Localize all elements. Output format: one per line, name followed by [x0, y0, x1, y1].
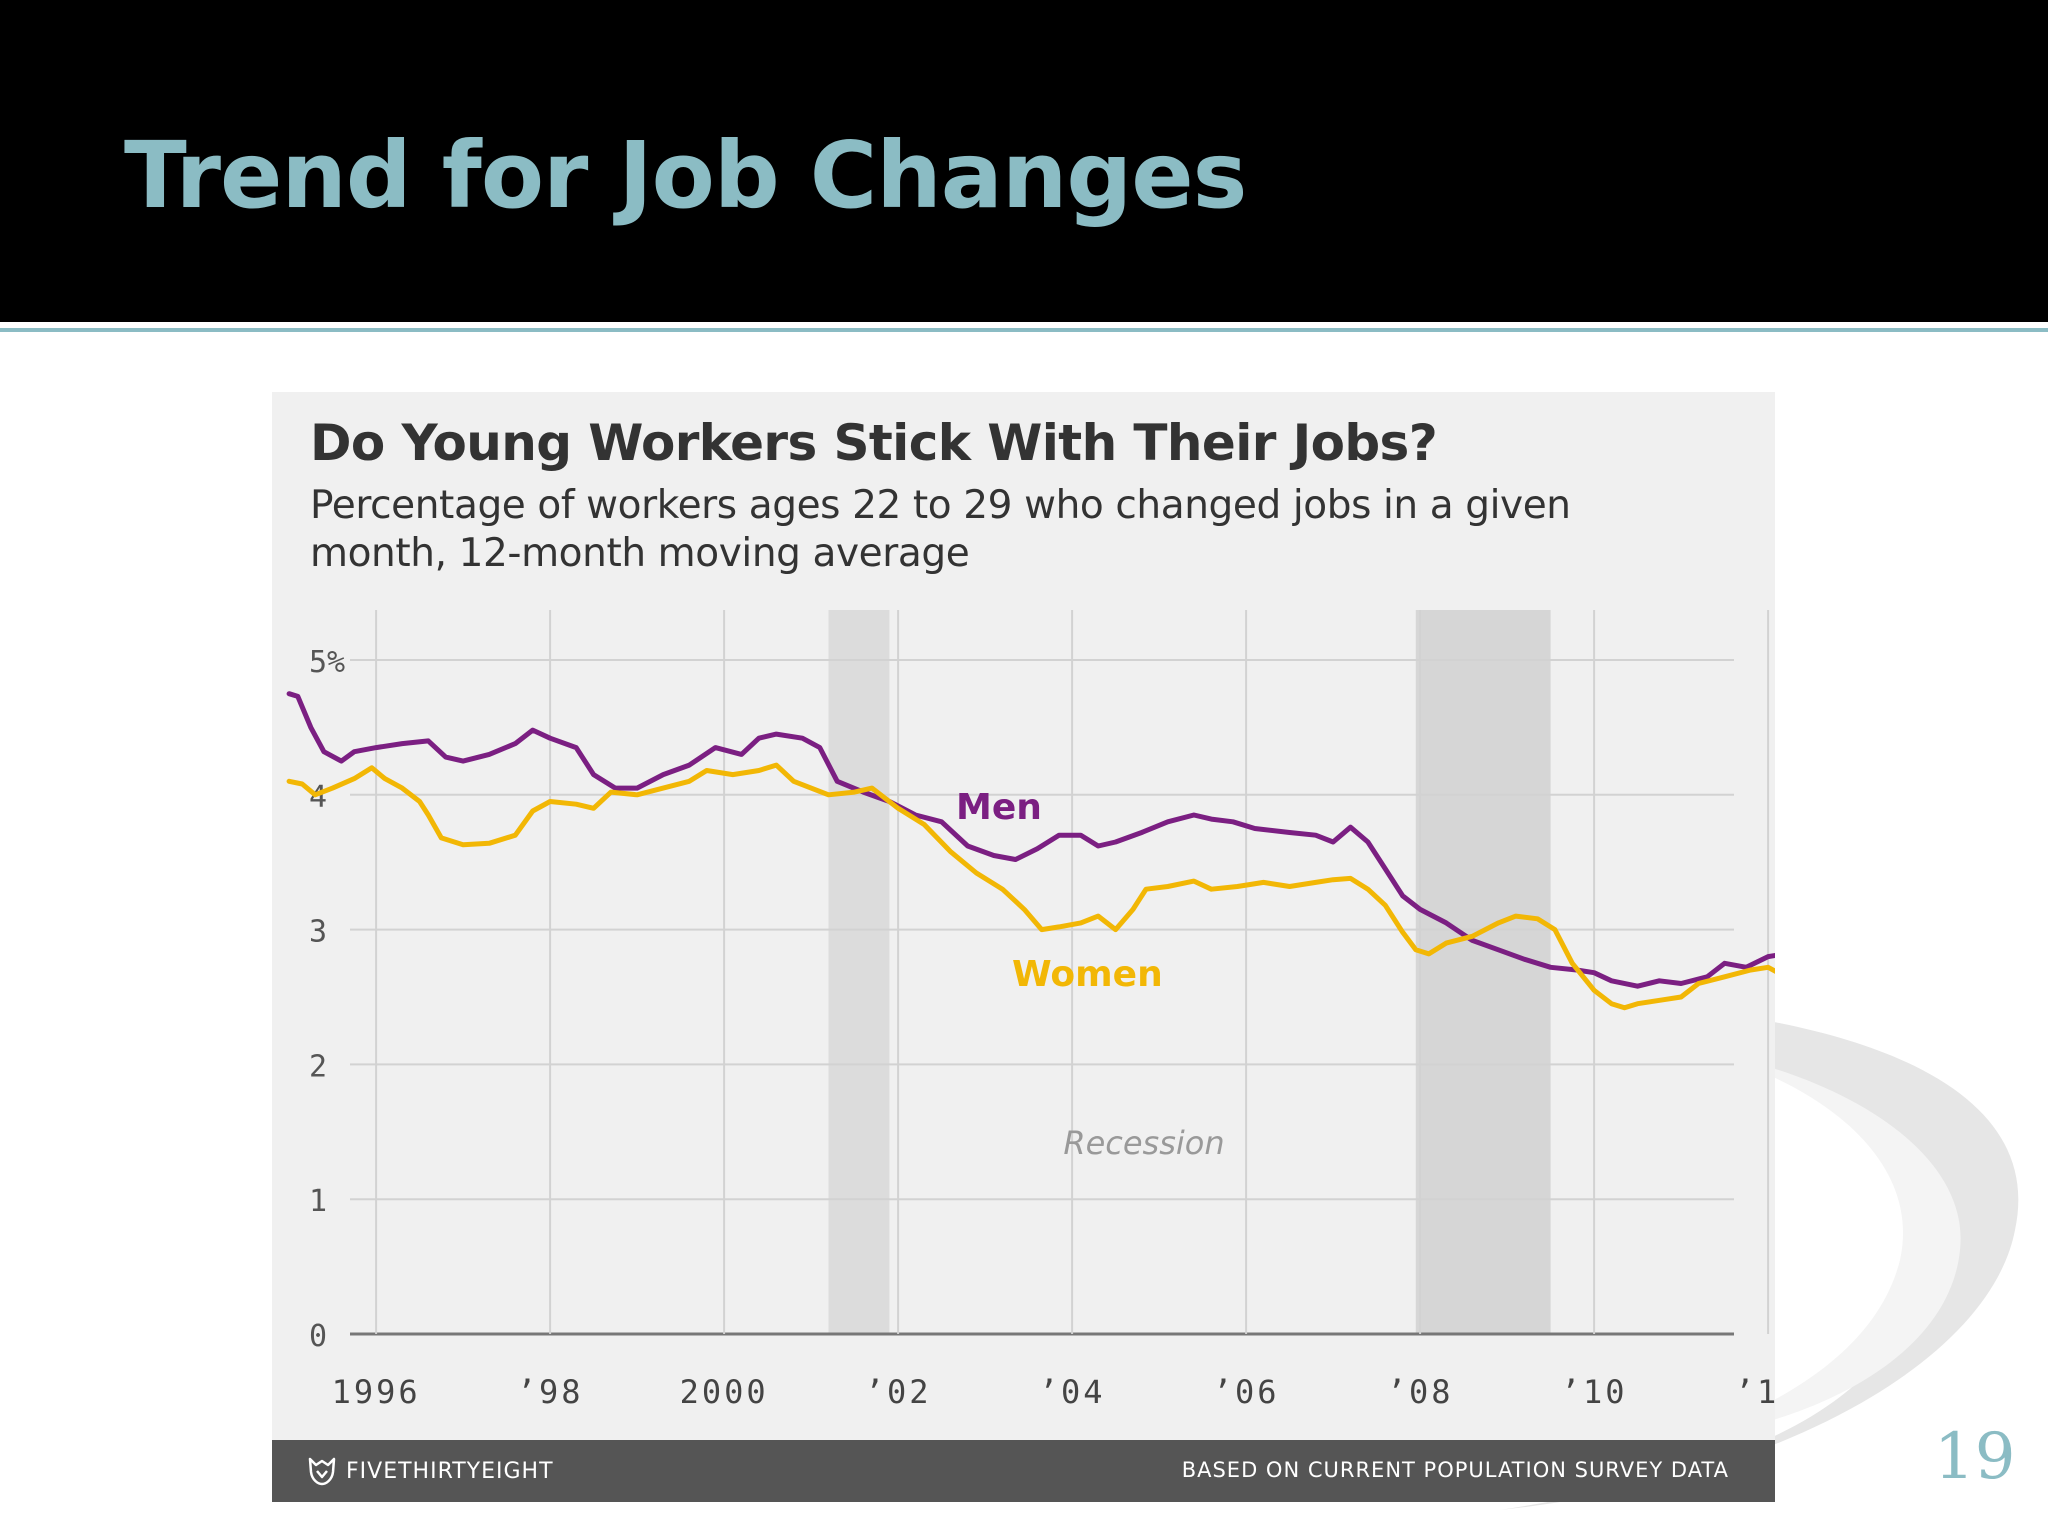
series-line-men	[286, 691, 1775, 989]
brand-name: FIVETHIRTYEIGHT	[346, 1458, 554, 1484]
header-divider	[0, 328, 2048, 332]
recession-band	[1415, 610, 1551, 1334]
fivethirtyeight-fox-icon	[308, 1457, 336, 1486]
source-note: BASED ON CURRENT POPULATION SURVEY DATA	[1181, 1458, 1729, 1482]
x-tick-label: ’08	[1387, 1373, 1454, 1411]
chart-footer: FIVETHIRTYEIGHT BASED ON CURRENT POPULAT…	[272, 1440, 1775, 1502]
chart-subtitle: Percentage of workers ages 22 to 29 who …	[310, 483, 1571, 576]
chart-title: Do Young Workers Stick With Their Jobs?	[310, 414, 1438, 472]
brand: FIVETHIRTYEIGHT	[308, 1456, 554, 1486]
x-tick-label: ’06	[1213, 1373, 1280, 1411]
series-label-women: Women	[1012, 954, 1163, 995]
chart-card: Do Young Workers Stick With Their Jobs? …	[272, 392, 1775, 1502]
x-tick-label: 2000	[680, 1373, 769, 1411]
x-tick-label: ’02	[865, 1373, 932, 1411]
slide-title: Trend for Job Changes	[124, 122, 1247, 229]
y-tick-label: 0	[309, 1319, 327, 1354]
recession-label: Recession	[1063, 1124, 1224, 1162]
recession-band	[828, 610, 890, 1334]
y-tick-label: 3	[309, 915, 327, 950]
line-chart: 012345%1996’982000’02’04’06’08’10’12’14M…	[286, 610, 1775, 1411]
x-tick-label: 1996	[332, 1373, 421, 1411]
x-tick-label: ’12	[1735, 1373, 1775, 1411]
slide-number: 19	[1934, 1420, 2016, 1494]
x-tick-label: ’10	[1561, 1373, 1628, 1411]
x-tick-label: ’04	[1039, 1373, 1106, 1411]
series-line-women	[286, 762, 1775, 1011]
series-label-men: Men	[956, 787, 1042, 828]
y-tick-label: 5%	[309, 645, 345, 680]
y-tick-label: 2	[309, 1049, 327, 1084]
y-tick-label: 4	[309, 780, 327, 815]
slide-header: Trend for Job Changes	[0, 0, 2048, 322]
x-tick-label: ’98	[517, 1373, 584, 1411]
y-tick-label: 1	[309, 1184, 327, 1219]
